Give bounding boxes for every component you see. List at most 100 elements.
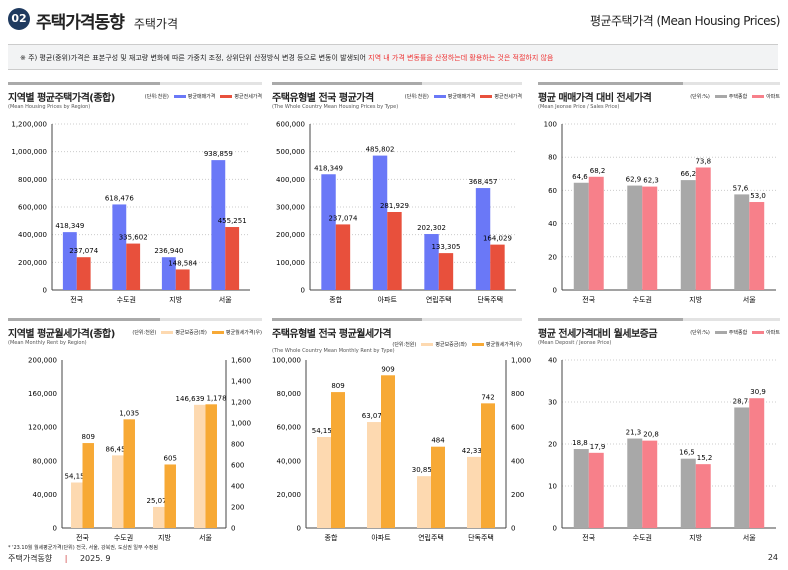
data-label: 54,158 (312, 427, 337, 435)
bar (205, 404, 217, 528)
bar (175, 269, 190, 290)
x-tick-label: 연립주택 (418, 533, 444, 542)
y-tick-label: 80 (548, 154, 557, 162)
x-tick-label: 지방 (689, 533, 702, 542)
legend-label: 평균보증금(좌) (175, 330, 207, 336)
data-label: 909 (381, 365, 394, 373)
data-label: 57,6 (733, 184, 749, 192)
legend: (단위:%) 주택종합 아파트 (690, 93, 780, 100)
y-tick-label: 600,000 (18, 204, 47, 212)
data-label: 20,8 (643, 431, 659, 439)
y-tick-label: 40 (548, 357, 557, 365)
x-tick-label: 수도권 (117, 296, 136, 304)
bar (695, 167, 711, 290)
chart-subtitle: (Mean Deposit / Jeonse Price) (538, 340, 612, 346)
separator: | (64, 554, 68, 563)
data-label: 18,8 (572, 439, 588, 447)
y2-tick-label: 800 (231, 441, 244, 449)
bar (161, 257, 176, 290)
bar (475, 188, 491, 290)
section-title: 평균주택가격 (Mean Housing Prices) (589, 14, 781, 28)
x-tick-label: 아파트 (378, 295, 398, 304)
bar (642, 186, 658, 290)
data-label: 30,9 (750, 388, 766, 396)
legend-item: 아파트 (752, 93, 780, 100)
legend-label: 주택종합 (728, 330, 748, 336)
y2-tick-label: 1,000 (231, 420, 251, 428)
data-label: 54,158 (65, 473, 90, 481)
bar (381, 375, 395, 528)
legend-item: 평균보증금(좌) (161, 329, 207, 336)
x-tick-label: 종합 (329, 295, 342, 304)
chart-title: 주택유형별 전국 평균월세가격 (272, 329, 392, 340)
chart-subtitle: (Mean Monthly Rent by Region) (8, 340, 87, 346)
bar (573, 182, 589, 290)
y-tick-label: 100 (544, 121, 557, 129)
bar (438, 253, 454, 290)
chart-title: 평균 전세가격대비 월세보증금 (538, 329, 658, 340)
y2-tick-label: 400 (231, 483, 244, 491)
data-label: 63,070 (362, 412, 387, 420)
footer-publication: 주택가격동향 | 2025. 9 (8, 553, 111, 564)
x-tick-label: 아파트 (371, 533, 391, 542)
divider (272, 82, 522, 85)
section-badge: 02 (8, 8, 30, 30)
legend-label: 평균월세가격(우) (225, 330, 262, 336)
legend-item: 평균매매가격 (433, 93, 476, 100)
bar (82, 443, 94, 528)
data-label: 605 (164, 454, 177, 462)
bar (126, 243, 141, 290)
x-tick-label: 전국 (582, 295, 595, 304)
divider (272, 318, 522, 321)
data-label: 30,852 (412, 466, 437, 474)
data-label: 202,302 (417, 224, 446, 232)
legend: (단위:%) 주택종합 아파트 (690, 329, 780, 336)
y-tick-label: 20,000 (277, 491, 302, 499)
legend-label: 평균전세가격 (494, 94, 522, 100)
page-number: 24 (767, 553, 778, 562)
data-label: 133,305 (431, 243, 460, 251)
x-tick-label: 서울 (199, 533, 212, 542)
y-tick-label: 0 (53, 525, 57, 533)
data-label: 368,457 (469, 178, 498, 186)
chart-header: 평균 전세가격대비 월세보증금 (단위:%) 주택종합 아파트 (Mean Dep… (538, 318, 780, 346)
data-label: 742 (481, 393, 494, 401)
bar (372, 155, 388, 290)
y-tick-label: 0 (553, 287, 557, 295)
y-tick-label: 60 (548, 187, 557, 195)
chart-subtitle: (Mean Jeonse Price / Sales Price) (538, 104, 620, 110)
data-label: 485,802 (366, 146, 395, 154)
unit-label: (단위:%) (690, 94, 710, 100)
publication-date: 2025. 9 (79, 554, 111, 563)
x-tick-label: 단독주택 (477, 295, 503, 304)
y2-tick-label: 1,000 (511, 357, 531, 365)
chart-header: 주택유형별 전국 평균월세가격 (단위:천원) 평균보증금(좌) 평균월세가격(우… (272, 318, 522, 354)
data-label: 164,029 (483, 235, 512, 243)
y-tick-label: 1,000,000 (11, 148, 47, 156)
chart-header: 지역별 평균월세가격(종합) (단위:천원) 평균보증금(좌) 평균월세가격(우)… (8, 318, 262, 346)
x-tick-label: 전국 (70, 295, 83, 304)
y-tick-label: 200,000 (276, 231, 305, 239)
bar (734, 194, 750, 290)
bar (317, 437, 331, 528)
bar (417, 476, 431, 528)
x-tick-label: 지방 (158, 533, 171, 542)
bar (164, 464, 176, 528)
y-tick-label: 600,000 (276, 121, 305, 129)
bar (749, 398, 765, 528)
bar (367, 422, 381, 528)
x-tick-label: 수도권 (114, 534, 133, 542)
page-heading: 주택가격동향 주택가격 (36, 8, 178, 33)
x-tick-label: 전국 (582, 533, 595, 542)
bar (627, 185, 643, 290)
data-label: 1,178 (207, 394, 227, 402)
y2-tick-label: 600 (511, 424, 524, 432)
data-label: 484 (431, 437, 445, 445)
legend-label: 평균매매가격 (447, 94, 476, 100)
bar (321, 174, 336, 290)
data-label: 62,9 (626, 176, 642, 184)
legend: (단위:천원) 평균보증금(좌) 평균월세가격(우) (132, 329, 262, 336)
notice-text: ※ 주) 평균(중위)가격은 표본구성 및 재고량 변화에 따른 가중치 조정,… (20, 54, 369, 62)
